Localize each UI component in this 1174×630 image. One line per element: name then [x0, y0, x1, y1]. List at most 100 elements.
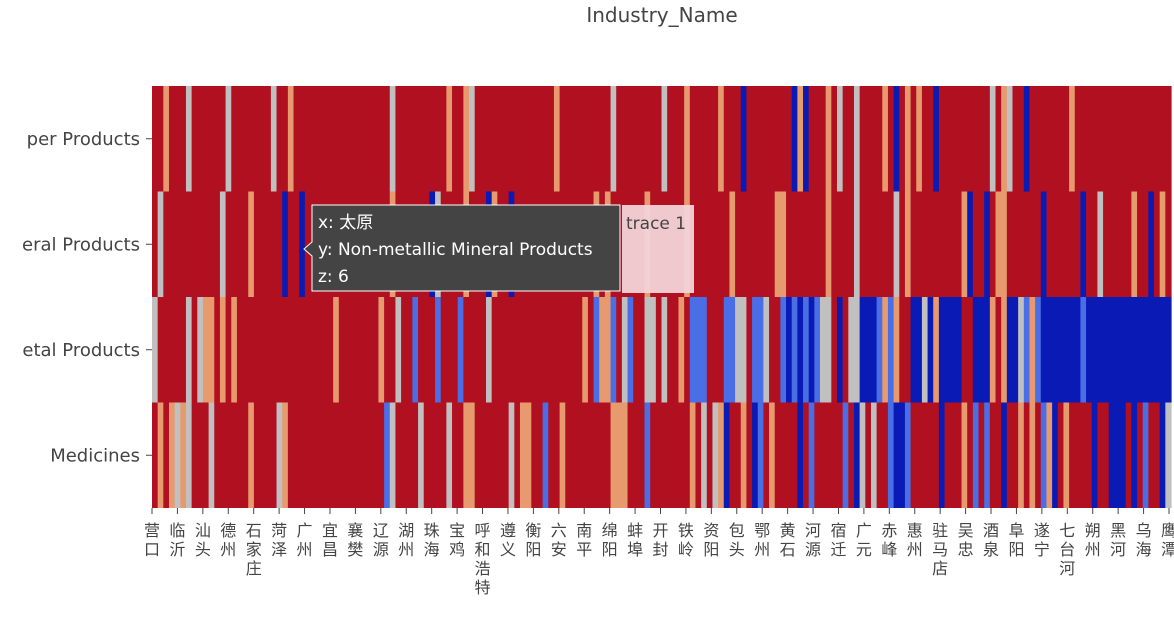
heatmap-cell[interactable] — [712, 86, 719, 192]
heatmap-cell[interactable] — [989, 191, 997, 298]
heatmap-cell[interactable] — [536, 297, 544, 403]
heatmap-cell[interactable] — [299, 86, 306, 192]
heatmap-cell[interactable] — [910, 297, 917, 403]
heatmap-cell[interactable] — [152, 191, 159, 298]
heatmap-cell[interactable] — [876, 402, 883, 509]
heatmap-cell[interactable] — [1057, 191, 1065, 298]
heatmap-cell[interactable] — [1097, 402, 1104, 509]
heatmap-cell[interactable] — [327, 402, 334, 509]
heatmap-cell[interactable] — [718, 86, 725, 192]
heatmap-cell[interactable] — [355, 297, 363, 403]
heatmap-cell[interactable] — [570, 402, 578, 509]
heatmap-cell[interactable] — [1159, 191, 1166, 298]
heatmap-cell[interactable] — [1086, 86, 1093, 192]
heatmap-cell[interactable] — [870, 86, 878, 192]
heatmap-cell[interactable] — [616, 86, 623, 192]
heatmap-cell[interactable] — [803, 191, 810, 298]
heatmap-cell[interactable] — [1131, 402, 1138, 509]
heatmap-cell[interactable] — [333, 86, 340, 192]
heatmap-cell[interactable] — [474, 402, 481, 509]
heatmap-cell[interactable] — [440, 86, 447, 192]
heatmap-cell[interactable] — [610, 402, 617, 509]
heatmap-cell[interactable] — [672, 297, 680, 403]
heatmap-cell[interactable] — [310, 86, 317, 192]
heatmap-cell[interactable] — [259, 86, 266, 192]
heatmap-cell[interactable] — [853, 297, 861, 403]
heatmap-cell[interactable] — [316, 86, 323, 192]
heatmap-cell[interactable] — [236, 86, 244, 192]
heatmap-cell[interactable] — [1108, 86, 1115, 192]
heatmap-cell[interactable] — [735, 191, 742, 298]
heatmap-cell[interactable] — [338, 86, 346, 192]
heatmap-cell[interactable] — [242, 191, 249, 298]
heatmap-cell[interactable] — [633, 402, 640, 509]
heatmap-cell[interactable] — [270, 297, 278, 403]
heatmap-cell[interactable] — [168, 297, 176, 403]
heatmap-cell[interactable] — [293, 297, 300, 403]
heatmap-cell[interactable] — [1148, 297, 1155, 403]
heatmap-cell[interactable] — [780, 86, 787, 192]
heatmap-cell[interactable] — [1057, 297, 1065, 403]
heatmap-cell[interactable] — [304, 297, 312, 403]
heatmap-cell[interactable] — [287, 297, 295, 403]
heatmap-cell[interactable] — [927, 86, 934, 192]
heatmap-cell[interactable] — [265, 191, 272, 298]
heatmap-cell[interactable] — [406, 86, 414, 192]
heatmap-cell[interactable] — [282, 86, 289, 192]
heatmap-cell[interactable] — [950, 86, 957, 192]
heatmap-cell[interactable] — [984, 402, 991, 509]
heatmap-cell[interactable] — [831, 402, 838, 509]
heatmap-cell[interactable] — [463, 402, 470, 509]
heatmap-cell[interactable] — [1012, 191, 1019, 298]
heatmap-cell[interactable] — [938, 86, 946, 192]
heatmap-cell[interactable] — [423, 402, 430, 509]
heatmap-cell[interactable] — [225, 191, 232, 298]
heatmap-cell[interactable] — [972, 191, 980, 298]
heatmap-cell[interactable] — [469, 86, 476, 192]
heatmap-cell[interactable] — [372, 402, 380, 509]
heatmap-cell[interactable] — [769, 191, 776, 298]
heatmap-cell[interactable] — [933, 86, 940, 192]
heatmap-cell[interactable] — [944, 191, 951, 298]
heatmap-cell[interactable] — [401, 86, 408, 192]
heatmap-cell[interactable] — [474, 86, 481, 192]
heatmap-cell[interactable] — [582, 297, 589, 403]
heatmap-cell[interactable] — [1029, 86, 1036, 192]
heatmap-cell[interactable] — [1046, 86, 1053, 192]
heatmap-cell[interactable] — [1052, 191, 1059, 298]
heatmap-row[interactable] — [152, 402, 1172, 509]
heatmap-cell[interactable] — [820, 297, 827, 403]
heatmap-cell[interactable] — [1097, 297, 1104, 403]
heatmap-cell[interactable] — [1012, 402, 1019, 509]
heatmap-cell[interactable] — [248, 86, 255, 192]
heatmap-cell[interactable] — [808, 297, 815, 403]
heatmap-cell[interactable] — [1154, 86, 1161, 192]
heatmap-cell[interactable] — [174, 86, 181, 192]
heatmap-cell[interactable] — [553, 402, 561, 509]
heatmap-cell[interactable] — [338, 297, 346, 403]
heatmap-cell[interactable] — [893, 297, 900, 403]
heatmap-cell[interactable] — [797, 191, 804, 298]
heatmap-cell[interactable] — [921, 191, 929, 298]
heatmap-cell[interactable] — [361, 297, 368, 403]
heatmap-cell[interactable] — [1018, 297, 1025, 403]
heatmap-cell[interactable] — [576, 402, 583, 509]
heatmap-cell[interactable] — [887, 191, 895, 298]
heatmap-cell[interactable] — [1125, 86, 1132, 192]
heatmap-cell[interactable] — [1120, 297, 1127, 403]
heatmap-cell[interactable] — [1018, 191, 1025, 298]
heatmap-cell[interactable] — [848, 86, 855, 192]
heatmap-cell[interactable] — [853, 402, 861, 509]
heatmap-cell[interactable] — [338, 402, 346, 509]
heatmap-cell[interactable] — [876, 191, 883, 298]
heatmap-cell[interactable] — [270, 402, 278, 509]
heatmap-cell[interactable] — [757, 297, 764, 403]
heatmap-cell[interactable] — [893, 191, 900, 298]
heatmap-cell[interactable] — [1069, 402, 1076, 509]
heatmap-cell[interactable] — [984, 191, 991, 298]
heatmap-cell[interactable] — [950, 297, 957, 403]
heatmap-cell[interactable] — [401, 297, 408, 403]
heatmap-cell[interactable] — [836, 297, 844, 403]
heatmap-cell[interactable] — [299, 191, 306, 298]
heatmap-cell[interactable] — [287, 191, 295, 298]
